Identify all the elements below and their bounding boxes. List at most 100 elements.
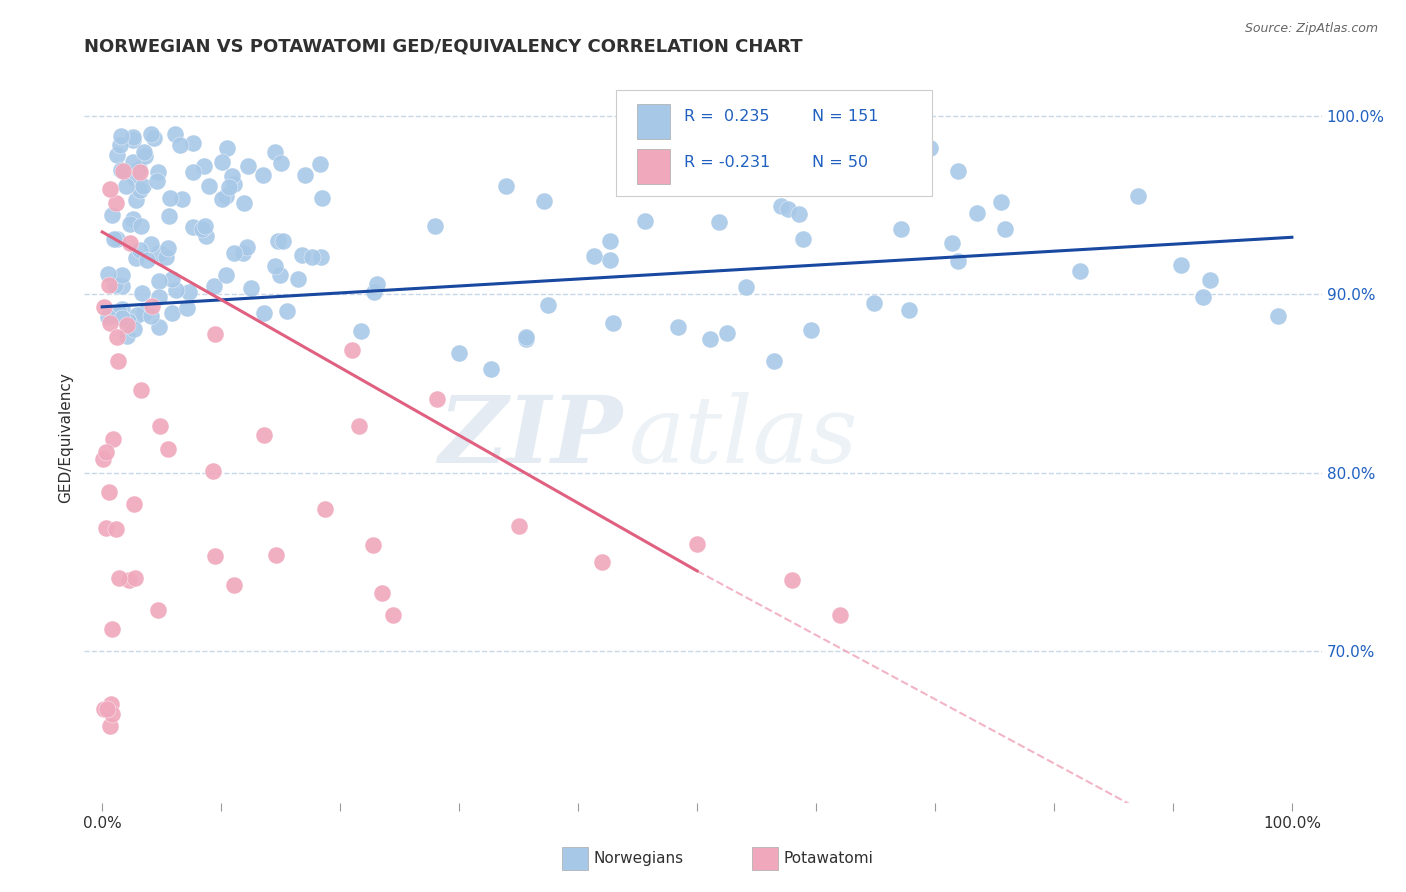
Point: [117, 314, 139, 328]
Point: [918, 141, 941, 155]
Point: [120, 235, 142, 250]
Point: [97, 267, 120, 281]
Point: [111, 301, 134, 316]
Point: [634, 214, 657, 228]
Point: [253, 427, 276, 442]
Point: [363, 285, 385, 299]
Point: [966, 206, 988, 220]
Point: [269, 268, 291, 282]
Point: [111, 310, 134, 325]
Text: Norwegians: Norwegians: [593, 851, 683, 866]
Point: [193, 159, 215, 173]
Point: [215, 141, 238, 155]
Point: [599, 234, 621, 248]
Point: [792, 232, 814, 246]
Point: [148, 320, 170, 334]
Point: [146, 174, 169, 188]
Point: [141, 299, 163, 313]
Point: [125, 193, 148, 207]
Point: [139, 128, 162, 142]
Point: [101, 208, 124, 222]
Point: [948, 254, 970, 268]
Point: [159, 209, 181, 223]
Point: [125, 308, 148, 322]
Point: [447, 346, 470, 360]
Point: [340, 343, 363, 357]
Point: [686, 537, 709, 551]
Point: [163, 127, 186, 141]
Point: [124, 171, 146, 186]
Point: [169, 138, 191, 153]
Point: [235, 240, 257, 254]
Point: [176, 301, 198, 315]
Point: [270, 156, 292, 170]
Point: [221, 169, 243, 183]
Point: [108, 304, 131, 318]
Point: [946, 163, 969, 178]
Point: [240, 281, 263, 295]
Point: [716, 326, 738, 341]
Point: [148, 245, 170, 260]
Point: [264, 259, 287, 273]
Point: [104, 277, 127, 292]
Point: [201, 464, 224, 478]
Point: [370, 586, 392, 600]
Point: [100, 698, 122, 712]
Point: [591, 555, 613, 569]
Point: [800, 323, 823, 337]
Point: [754, 153, 776, 168]
Y-axis label: GED/Equivalency: GED/Equivalency: [58, 372, 73, 502]
Point: [100, 706, 122, 721]
Point: [533, 194, 555, 208]
Point: [994, 222, 1017, 236]
Point: [108, 137, 131, 152]
Point: [769, 199, 792, 213]
Point: [111, 268, 134, 282]
Point: [111, 278, 134, 293]
Point: [93, 300, 115, 314]
Point: [309, 156, 332, 170]
Point: [870, 121, 893, 136]
Point: [122, 130, 145, 145]
Point: [104, 196, 127, 211]
Point: [787, 207, 810, 221]
Point: [862, 296, 884, 310]
Point: [1192, 290, 1215, 304]
Point: [1170, 258, 1192, 272]
Point: [211, 154, 233, 169]
Point: [382, 607, 405, 622]
Point: [118, 217, 141, 231]
Point: [904, 160, 927, 174]
Point: [111, 164, 134, 178]
Point: [515, 330, 537, 344]
Point: [666, 320, 689, 334]
Point: [156, 442, 179, 456]
Point: [1267, 310, 1289, 324]
Text: R =  0.235: R = 0.235: [685, 109, 770, 123]
Point: [93, 702, 115, 716]
Point: [94, 521, 117, 535]
Text: ZIP: ZIP: [439, 392, 623, 482]
Point: [155, 251, 177, 265]
FancyBboxPatch shape: [637, 103, 669, 139]
Point: [156, 242, 179, 256]
Point: [98, 718, 121, 732]
Point: [215, 268, 238, 283]
Point: [122, 497, 145, 511]
Point: [990, 195, 1012, 210]
Point: [148, 274, 170, 288]
Point: [159, 191, 181, 205]
Point: [1126, 188, 1149, 202]
Point: [222, 578, 245, 592]
Point: [149, 419, 172, 434]
Point: [204, 549, 226, 563]
Point: [699, 332, 721, 346]
Point: [890, 176, 912, 190]
Point: [131, 286, 153, 301]
Point: [181, 220, 204, 235]
Text: atlas: atlas: [628, 392, 858, 482]
Point: [107, 232, 129, 246]
Point: [515, 332, 537, 346]
Point: [132, 145, 155, 159]
Point: [101, 622, 124, 636]
